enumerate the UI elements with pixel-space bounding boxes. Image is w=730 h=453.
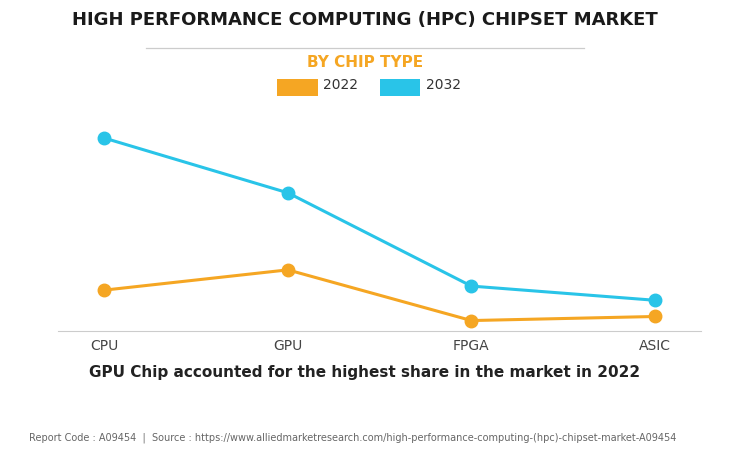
- Text: 2032: 2032: [426, 78, 461, 92]
- 2032: [467, 284, 476, 289]
- Line: 2022: 2022: [98, 264, 661, 327]
- Line: 2032: 2032: [98, 132, 661, 307]
- Text: 2022: 2022: [323, 78, 358, 92]
- 2022: [283, 267, 292, 273]
- 2032: [650, 298, 659, 303]
- Text: HIGH PERFORMANCE COMPUTING (HPC) CHIPSET MARKET: HIGH PERFORMANCE COMPUTING (HPC) CHIPSET…: [72, 11, 658, 29]
- 2032: [283, 190, 292, 196]
- 2032: [100, 135, 109, 141]
- 2022: [467, 318, 476, 323]
- Text: GPU Chip accounted for the highest share in the market in 2022: GPU Chip accounted for the highest share…: [90, 365, 640, 380]
- Text: BY CHIP TYPE: BY CHIP TYPE: [307, 55, 423, 70]
- 2022: [650, 314, 659, 319]
- Text: Report Code : A09454  |  Source : https://www.alliedmarketresearch.com/high-perf: Report Code : A09454 | Source : https://…: [29, 433, 677, 443]
- 2022: [100, 287, 109, 293]
